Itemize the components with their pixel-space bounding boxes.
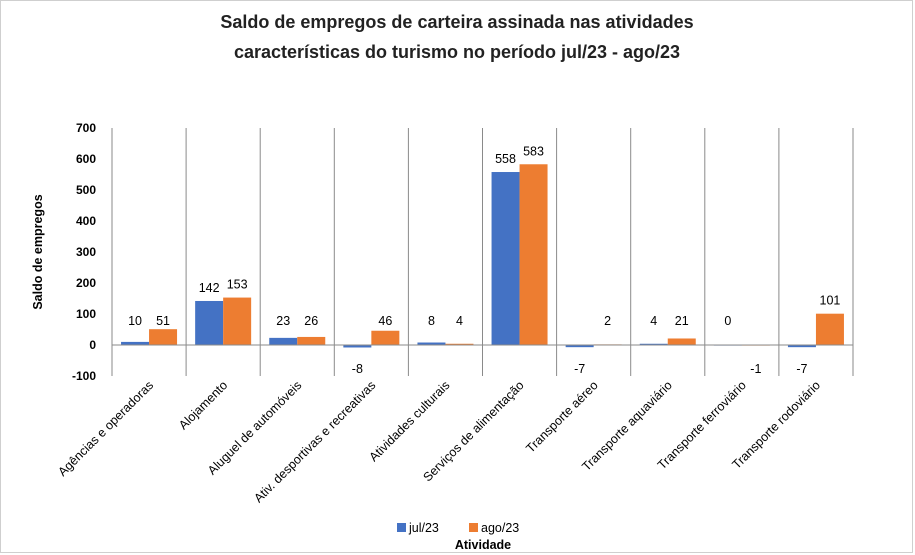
x-tick-label: Atividades culturais <box>367 378 453 464</box>
data-label: 26 <box>304 314 318 328</box>
bars <box>121 164 844 348</box>
legend-swatch <box>469 523 478 532</box>
y-tick-label: 500 <box>76 183 96 197</box>
bar-jul-23 <box>195 300 224 345</box>
legend: jul/23 ago/23 <box>397 521 519 535</box>
y-axis-ticks: -100 0 100 200 300 400 500 600 700 <box>72 121 96 383</box>
y-tick-label: 600 <box>76 152 96 166</box>
data-label: 583 <box>523 144 544 158</box>
y-tick-label: -100 <box>72 369 96 383</box>
data-label: 23 <box>276 314 290 328</box>
data-label: -7 <box>574 362 585 376</box>
bar-jul-23 <box>491 172 520 345</box>
data-label: -1 <box>750 362 761 376</box>
x-tick-label: Agências e operadoras <box>55 378 156 479</box>
data-label: 4 <box>650 314 657 328</box>
data-label: -7 <box>796 362 807 376</box>
x-tick-label: Alojamento <box>176 378 230 432</box>
y-tick-label: 100 <box>76 307 96 321</box>
data-label: 8 <box>428 314 435 328</box>
bar-jul-23 <box>417 342 446 345</box>
data-label: 46 <box>378 314 392 328</box>
bar-jul-23 <box>343 345 372 348</box>
y-tick-label: 700 <box>76 121 96 135</box>
data-label: 51 <box>156 314 170 328</box>
x-axis-title: Atividade <box>455 538 511 552</box>
data-label: 142 <box>199 281 220 295</box>
x-tick-label: Ativ. desportivas e recreativas <box>251 378 378 505</box>
chart-title: Saldo de empregos de carteira assinada n… <box>220 12 693 32</box>
data-label: 4 <box>456 314 463 328</box>
chart-subtitle: características do turismo no período ju… <box>234 42 680 62</box>
legend-label: ago/23 <box>481 521 519 535</box>
x-tick-label: Transporte aéreo <box>523 378 600 455</box>
bar-jul-23 <box>269 337 298 345</box>
data-label: -8 <box>352 362 363 376</box>
legend-swatch <box>397 523 406 532</box>
bar-ago-23 <box>223 297 252 345</box>
category-separators <box>111 128 854 376</box>
y-tick-label: 400 <box>76 214 96 228</box>
bar-ago-23 <box>815 313 844 345</box>
data-label: 21 <box>675 314 689 328</box>
data-labels: 10 51 142 153 23 26 -8 46 8 4 558 583 -7 2 4 21 0 -1 -7 101 <box>128 144 840 376</box>
legend-label: jul/23 <box>408 521 439 535</box>
bar-ago-23 <box>519 164 548 345</box>
bar-jul-23 <box>121 341 150 345</box>
data-label: 2 <box>604 314 611 328</box>
bar-ago-23 <box>297 336 326 345</box>
bar-jul-23 <box>787 345 816 348</box>
data-label: 153 <box>227 278 248 292</box>
data-label: 558 <box>495 152 516 166</box>
y-axis-title: Saldo de empregos <box>31 194 45 309</box>
bar-ago-23 <box>445 343 474 345</box>
bar-ago-23 <box>149 329 178 345</box>
bar-jul-23 <box>565 345 594 348</box>
y-tick-label: 200 <box>76 276 96 290</box>
y-tick-label: 0 <box>89 338 96 352</box>
bar-ago-23 <box>371 330 400 345</box>
y-tick-label: 300 <box>76 245 96 259</box>
bar-ago-23 <box>667 338 696 345</box>
data-label: 0 <box>724 314 731 328</box>
bar-jul-23 <box>639 343 668 345</box>
data-label: 10 <box>128 314 142 328</box>
data-label: 101 <box>820 294 841 308</box>
